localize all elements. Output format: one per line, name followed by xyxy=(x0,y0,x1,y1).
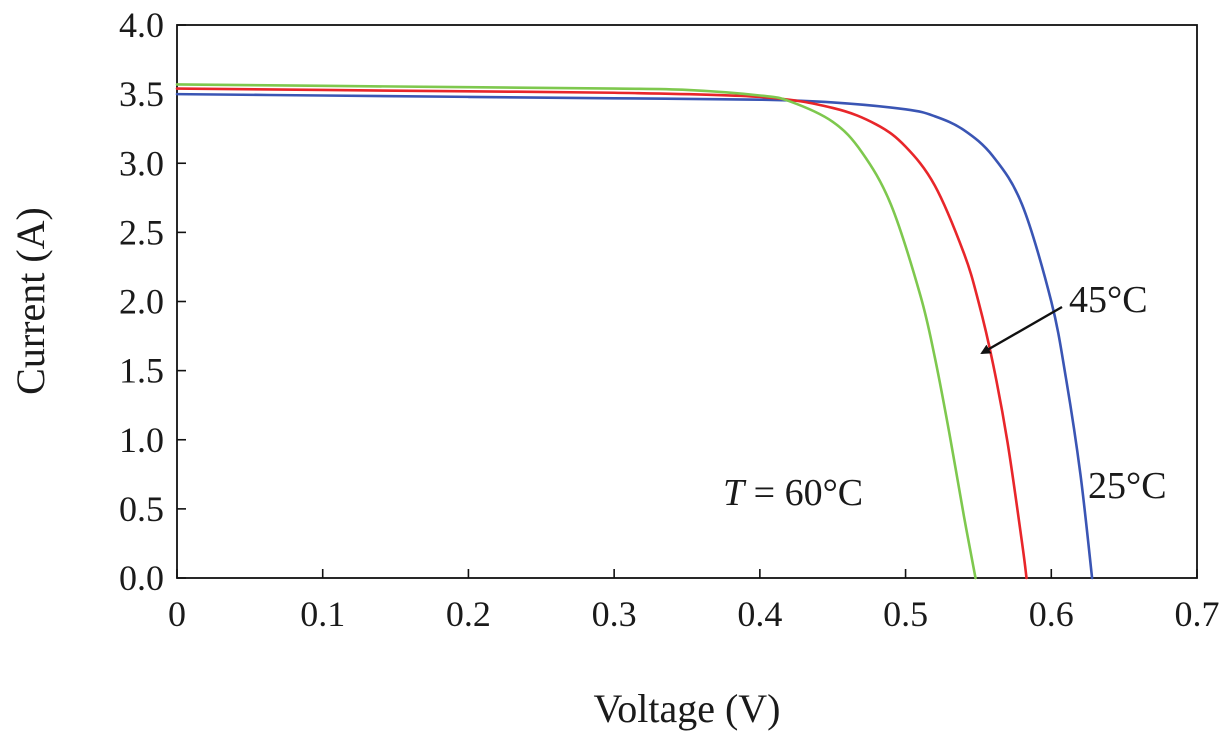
x-tick-label: 0 xyxy=(168,594,186,634)
x-tick-label: 0.1 xyxy=(300,594,345,634)
y-tick-label: 0.0 xyxy=(119,558,164,598)
y-tick-label: 3.0 xyxy=(119,143,164,183)
series-line-45c xyxy=(175,87,1028,580)
annotation-60c: T = 60°C xyxy=(723,472,863,514)
x-tick-label: 0.6 xyxy=(1029,594,1074,634)
x-tick-label: 0.2 xyxy=(446,594,491,634)
series-line-60c xyxy=(175,83,977,580)
y-axis-ticks: 0.0 0.5 1.0 1.5 2.0 2.5 3.0 3.5 4.0 xyxy=(119,5,186,598)
y-tick-label: 2.0 xyxy=(119,282,164,322)
plot-frame xyxy=(176,24,1198,579)
x-axis-ticks: 0 0.1 0.2 0.3 0.4 0.5 0.6 0.7 xyxy=(168,569,1220,634)
y-tick-label: 4.0 xyxy=(119,5,164,45)
annotation-45c: 45°C xyxy=(1069,279,1148,321)
annotation-25c: 25°C xyxy=(1088,465,1167,507)
x-tick-label: 0.5 xyxy=(883,594,928,634)
x-tick-label: 0.3 xyxy=(592,594,637,634)
y-tick-label: 1.5 xyxy=(119,351,164,391)
annotation-60c-variable: T xyxy=(723,472,747,514)
annotation-60c-value: = 60°C xyxy=(744,472,863,514)
y-tick-label: 2.5 xyxy=(119,212,164,252)
annotation-45c-arrow xyxy=(980,305,1063,355)
x-axis-title: Voltage (V) xyxy=(594,686,781,731)
y-tick-label: 3.5 xyxy=(119,74,164,114)
series-line-25c xyxy=(175,92,1094,580)
x-tick-label: 0.7 xyxy=(1175,594,1220,634)
series-layer xyxy=(175,83,1094,580)
y-axis-title: Current (A) xyxy=(8,207,53,395)
y-tick-label: 0.5 xyxy=(119,489,164,529)
x-tick-label: 0.4 xyxy=(737,594,782,634)
y-tick-label: 1.0 xyxy=(119,420,164,460)
